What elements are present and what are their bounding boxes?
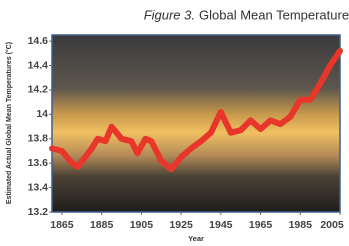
y-tick-label: 14.4 xyxy=(28,59,49,71)
y-tick-label: 13.2 xyxy=(28,206,49,218)
y-axis-label: Estimated Actual Global Mean Temperature… xyxy=(5,42,13,204)
plot-background xyxy=(52,35,340,212)
y-tick-label: 14.2 xyxy=(28,84,49,96)
y-tick-label: 13.6 xyxy=(28,157,49,169)
x-tick-label: 1865 xyxy=(50,219,74,231)
y-tick-label: 13.4 xyxy=(28,181,49,193)
chart-title: Global Mean Temperature xyxy=(199,7,349,22)
x-tick-label: 1925 xyxy=(169,219,193,231)
x-tick-label: 1965 xyxy=(249,219,273,231)
x-tick-label: 1905 xyxy=(130,219,154,231)
x-tick-label: 1885 xyxy=(90,219,114,231)
y-tick-label: 13.8 xyxy=(28,133,49,145)
x-tick-label: 2005 xyxy=(320,219,344,231)
y-tick-label: 14.6 xyxy=(28,35,49,47)
chart: Figure 3. Global Mean Temperature Estima… xyxy=(0,0,349,246)
y-tick-label: 14 xyxy=(36,108,48,120)
x-tick-label: 1945 xyxy=(209,219,233,231)
x-axis-label: Year xyxy=(188,234,204,243)
figure-label: Figure 3. xyxy=(144,7,195,22)
x-tick-label: 1985 xyxy=(289,219,313,231)
